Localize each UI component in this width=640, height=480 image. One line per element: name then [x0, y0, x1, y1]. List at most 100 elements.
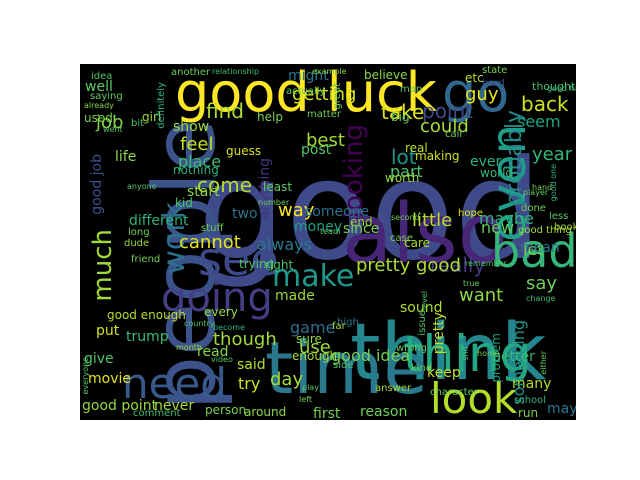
word-bit: bit	[131, 118, 145, 129]
word-far: far	[332, 321, 346, 332]
word-month: month	[176, 343, 202, 352]
word-left: left	[299, 395, 312, 404]
word-either: either	[539, 351, 548, 375]
word-done: done	[521, 203, 546, 214]
word-well: well	[85, 79, 113, 95]
word-go: go	[442, 64, 510, 124]
word-believe: believe	[364, 68, 408, 82]
word-school: school	[514, 395, 547, 406]
word-call: call	[445, 129, 463, 140]
word-trying: trying	[239, 257, 275, 271]
word-good-job: good job	[89, 154, 105, 215]
word-come: come	[197, 173, 253, 197]
word-answer: answer	[375, 383, 412, 394]
word-anyone: anyone	[127, 182, 157, 191]
word-day: day	[270, 369, 304, 390]
word-lot: lot	[391, 145, 417, 169]
word-already: already	[84, 101, 114, 110]
word-definitely: definitely	[156, 82, 167, 129]
word-good-luck: good luck	[175, 64, 437, 124]
word-mean: mean	[520, 240, 560, 256]
word-help: help	[257, 110, 283, 124]
word-could: could	[420, 116, 469, 137]
word-let: let	[523, 240, 544, 259]
word-guess: guess	[226, 144, 262, 158]
word-girl: girl	[142, 110, 162, 124]
word-book: book	[554, 222, 576, 233]
word-relationship: relationship	[212, 67, 260, 76]
word-around: around	[244, 405, 287, 419]
word-comment: comment	[133, 408, 181, 419]
word-need: need	[122, 359, 227, 408]
word-less: less	[549, 211, 569, 222]
word-shit: shit	[461, 346, 470, 361]
word-said: said	[237, 357, 266, 373]
word-real: real	[405, 141, 428, 155]
word-hope: hope	[458, 208, 483, 219]
word-read: read	[197, 344, 229, 360]
word-run: run	[518, 406, 539, 420]
word-two: two	[232, 206, 258, 222]
word-sure: sure	[296, 332, 322, 346]
word-idea: idea	[91, 71, 113, 82]
word-movie: movie	[88, 371, 131, 387]
word-etc: etc	[465, 71, 484, 85]
word-bad: bad	[491, 224, 576, 278]
word-good-thing: good thing	[518, 225, 572, 236]
word-back: back	[521, 92, 569, 116]
word-guy: guy	[465, 84, 499, 105]
word-part: part	[390, 162, 423, 181]
word-pretty: pretty	[431, 312, 447, 355]
word-might: might	[288, 68, 329, 84]
word-went: went	[103, 125, 123, 134]
word-kind: kind	[411, 363, 433, 374]
word-everyone: everyone	[81, 357, 90, 395]
word-nothing: nothing	[173, 163, 219, 177]
word-every: every	[204, 305, 238, 319]
word-job: job	[96, 112, 124, 133]
word-see: see	[198, 232, 279, 286]
word-show: show	[173, 119, 210, 135]
word-friend: friend	[131, 254, 161, 265]
word-change: change	[526, 294, 556, 303]
word-point: point	[422, 99, 474, 123]
word-seem: seem	[517, 112, 561, 131]
word-best: best	[306, 130, 345, 151]
word-give: give	[84, 351, 114, 367]
word-man: man	[400, 84, 423, 95]
word-good-idea: good idea	[331, 346, 411, 365]
word-start: start	[187, 184, 220, 200]
word-team: team	[320, 227, 341, 236]
word-reason: reason	[360, 404, 408, 420]
word-first: first	[313, 406, 341, 420]
word-world: world	[480, 166, 514, 180]
word-little: little	[412, 210, 453, 231]
word-right: right	[265, 258, 294, 272]
word-cannot: cannot	[179, 232, 241, 253]
word-make: make	[272, 259, 355, 294]
word-great: great	[332, 83, 343, 110]
word-keep: keep	[427, 365, 461, 381]
word-look: look	[430, 374, 518, 420]
word-case: case	[390, 233, 413, 244]
word-may: may	[547, 401, 576, 417]
word-say: say	[526, 273, 558, 294]
word-different: different	[129, 213, 189, 229]
word-wrong: wrong	[396, 343, 427, 354]
word-good-time: good time	[547, 84, 576, 93]
word-high: high	[337, 317, 359, 328]
word-kid: kid	[175, 196, 193, 210]
word-home: home	[477, 349, 500, 358]
word-matter: matter	[307, 109, 341, 120]
word-year: year	[532, 144, 573, 165]
word-new: new	[481, 218, 515, 237]
word-enough: enough	[292, 349, 338, 363]
word-many: many	[512, 376, 552, 392]
word-long: long	[128, 227, 150, 238]
word-better: better	[492, 349, 535, 365]
word-hard: hard	[482, 78, 505, 89]
word-person: person	[205, 403, 247, 417]
word-big: big	[391, 110, 410, 124]
word-hand: hand	[532, 183, 553, 192]
word-post: post	[301, 142, 332, 158]
